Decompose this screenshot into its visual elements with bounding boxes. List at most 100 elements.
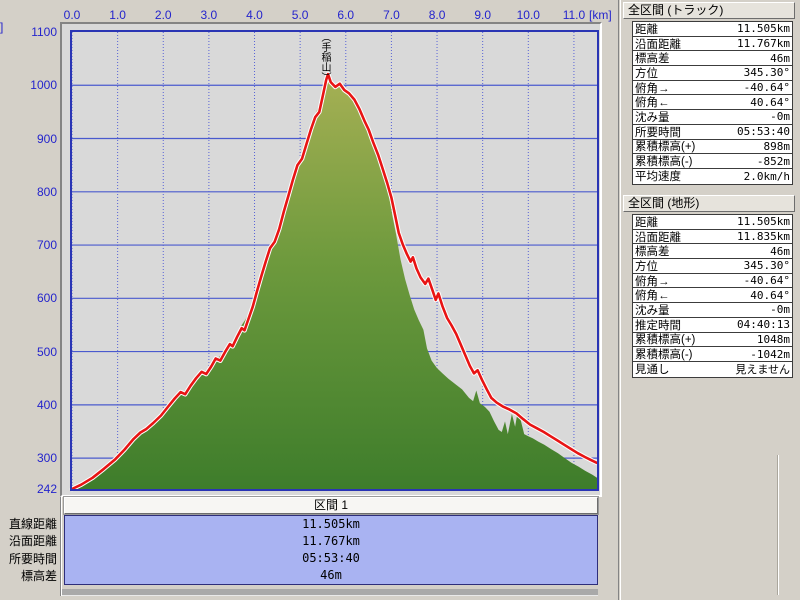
stat-label: 俯角→ (635, 82, 670, 95)
stat-row: 距離 11.505km (633, 215, 792, 230)
stat-label: 俯角→ (635, 275, 670, 288)
y-axis-unit-clipped: ] (0, 20, 4, 34)
y-tick-label: 500 (36, 344, 57, 359)
stat-row: 俯角→ -40.64° (633, 273, 792, 289)
stat-value: 2.0km/h (743, 169, 790, 183)
stat-row: 累積標高(+) 898m (633, 139, 792, 155)
stat-value: 11.505km (737, 215, 790, 229)
stat-row: 累積標高(+) 1048m (633, 332, 792, 348)
terrain-area (72, 75, 597, 489)
stat-row: 沈み量 -0m (633, 110, 792, 125)
stat-row: 俯角← 40.64° (633, 95, 792, 111)
stat-value: -40.64° (743, 81, 790, 95)
stat-value: 898m (763, 139, 791, 153)
stat-value: 11.505km (737, 22, 790, 36)
section-row-label: 標高差 (20, 569, 57, 583)
stat-value: 40.64° (750, 95, 790, 109)
pane-splitter[interactable] (618, 0, 621, 600)
stat-value: 見えません (735, 363, 790, 377)
stat-value: 345.30° (743, 66, 790, 80)
stat-label: 俯角← (635, 97, 670, 110)
stat-row: 見通し 見えません (633, 361, 792, 377)
x-tick-label: 11.0 (562, 8, 586, 22)
track-line (70, 72, 599, 491)
section-row-label: 直線距離 (8, 516, 57, 531)
stat-label: 沈み量 (635, 304, 670, 317)
x-tick-label: 0.0 (63, 8, 81, 22)
chart-frame: （手稲山） (60, 22, 602, 497)
stat-row: 距離 11.505km (633, 22, 792, 37)
stat-label: 方位 (635, 260, 658, 273)
x-tick-label: 1.0 (109, 8, 126, 22)
panel-header-track[interactable]: 全区間 (トラック) (623, 2, 795, 19)
section-row-label: 沿面距離 (8, 534, 57, 548)
section-value: 11.505km (302, 517, 360, 531)
peak-label: （手稲山） (319, 32, 330, 82)
stat-value: 11.835km (737, 230, 790, 244)
y-tick-label: 600 (36, 291, 57, 306)
info-pane: 全区間 (トラック) 距離 11.505km 沿面距離 11.767km 標高差 46m 方位… (621, 0, 800, 600)
stat-row: 標高差 46m (633, 51, 792, 67)
y-tick-label: 700 (36, 238, 57, 253)
stat-label: 沿面距離 (635, 38, 681, 51)
x-tick-label: 6.0 (337, 8, 355, 22)
pane-groove (777, 455, 779, 595)
stat-label: 沿面距離 (635, 231, 681, 244)
section-value: 05:53:40 (302, 551, 360, 565)
x-axis-unit-label: [km] (589, 8, 612, 22)
stat-value: 40.64° (750, 288, 790, 302)
stat-row: 平均速度 2.0km/h (633, 168, 792, 184)
stat-label: 推定時間 (635, 319, 681, 332)
stat-row: 所要時間 05:53:40 (633, 124, 792, 140)
stat-value: 1048m (756, 332, 790, 346)
stat-row: 推定時間 04:40:13 (633, 317, 792, 333)
stat-table-track: 距離 11.505km 沿面距離 11.767km 標高差 46m 方位 345.30° 俯角→… (632, 21, 793, 185)
stat-value: -1042m (750, 347, 790, 361)
stat-label: 方位 (635, 67, 658, 80)
section-row-label: 所要時間 (8, 551, 57, 566)
x-tick-label: 8.0 (428, 8, 446, 22)
section-value: 46m (320, 568, 342, 582)
stat-label: 標高差 (635, 53, 670, 66)
stat-row: 俯角← 40.64° (633, 288, 792, 304)
stat-label: 所要時間 (635, 126, 681, 139)
y-tick-label: 1000 (30, 78, 57, 93)
x-tick-label: 4.0 (246, 8, 263, 22)
y-tick-label: 900 (36, 131, 57, 146)
stat-row: 方位 345.30° (633, 259, 792, 274)
stat-row: 累積標高(-) -1042m (633, 347, 792, 362)
bottom-strip (62, 589, 598, 596)
stat-label: 距離 (635, 23, 658, 36)
x-tick-label: 5.0 (291, 8, 309, 22)
stat-label: 累積標高(+) (635, 141, 696, 154)
stat-label: 見通し (635, 364, 670, 377)
stat-value: 11.767km (737, 37, 790, 51)
stat-label: 累積標高(-) (635, 156, 693, 169)
stat-value: -0m (770, 303, 790, 317)
stat-row: 沈み量 -0m (633, 303, 792, 318)
stat-label: 俯角← (635, 290, 670, 303)
stat-label: 平均速度 (635, 171, 681, 184)
section-header: 区間 1 (63, 496, 599, 515)
y-tick-label: 400 (36, 397, 57, 412)
section-value: 11.767km (302, 534, 360, 548)
stat-value: -40.64° (743, 274, 790, 288)
panel-header-terrain[interactable]: 全区間 (地形) (623, 195, 795, 212)
stat-value: -0m (770, 110, 790, 124)
x-tick-label: 10.0 (516, 8, 540, 22)
elevation-chart[interactable] (62, 24, 600, 495)
stat-value: 46m (770, 244, 790, 258)
stat-value: 345.30° (743, 259, 790, 273)
section-table: 11.505km 11.767km 05:53:40 46m (64, 515, 598, 585)
stat-table-terrain: 距離 11.505km 沿面距離 11.835km 標高差 46m 方位 345.30° 俯角→… (632, 214, 793, 378)
stat-value: 05:53:40 (737, 125, 790, 139)
stat-label: 累積標高(+) (635, 334, 696, 347)
column-divider (60, 497, 62, 596)
stat-value: -852m (756, 154, 790, 168)
x-tick-label: 2.0 (154, 8, 172, 22)
x-tick-label: 3.0 (200, 8, 218, 22)
y-tick-label: 242 (36, 481, 57, 496)
stat-row: 沿面距離 11.835km (633, 229, 792, 245)
stat-row: 俯角→ -40.64° (633, 80, 792, 96)
